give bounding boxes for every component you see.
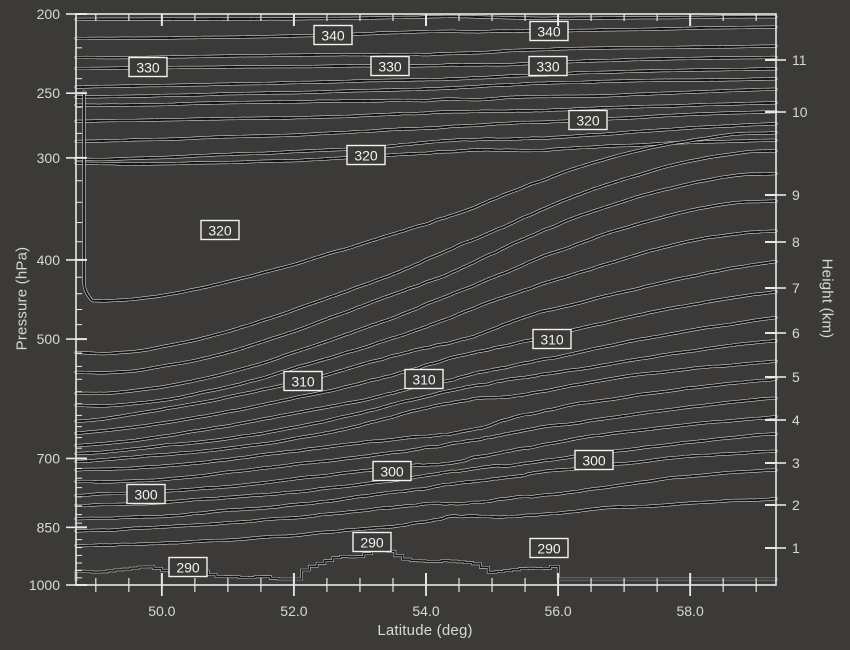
contour-label-text: 300: [134, 487, 158, 503]
y2-tick-label: 9: [792, 187, 800, 203]
x-tick-label: 58.0: [677, 603, 704, 619]
contour-label-text: 310: [291, 374, 315, 390]
x-tick-label: 52.0: [280, 603, 307, 619]
contour-label-text: 320: [354, 148, 378, 164]
contour-line-324: [75, 122, 777, 161]
contour-line-298: [75, 397, 777, 483]
contour-label-box: [313, 24, 353, 46]
contour-line-312: [75, 230, 777, 407]
contour-label-box: [532, 328, 572, 350]
contour-label-box: [372, 460, 412, 482]
y-tick-label: 500: [37, 331, 61, 347]
contour-label-box: [168, 556, 208, 578]
contour-line-330: [75, 88, 777, 107]
y2-tick-label: 4: [792, 412, 800, 428]
y-tick-label: 400: [37, 252, 61, 268]
y-tick-label: 700: [37, 450, 61, 466]
contour-halo-320: [82, 90, 778, 303]
contour-line-320: [83, 91, 777, 302]
contour-label-box: [126, 483, 166, 505]
contour-halo-318: [74, 149, 778, 356]
x-tick-label: 50.0: [148, 603, 175, 619]
contour-line-302: [75, 360, 777, 463]
contour-label-box: [370, 55, 410, 77]
contour-line-292: [75, 450, 777, 520]
x-tick-label: 56.0: [544, 603, 571, 619]
contour-halo-300: [74, 377, 778, 472]
contour-line-338: [75, 45, 777, 59]
contour-label-text: 340: [537, 24, 561, 40]
y2-tick-label: 2: [792, 497, 800, 513]
contour-label-text: 320: [576, 113, 600, 129]
y2-tick-label: 3: [792, 455, 800, 471]
y2-tick-label: 11: [792, 52, 807, 68]
contour-label-text: 340: [321, 28, 345, 44]
contour-label-box: [528, 55, 568, 77]
y2-tick-label: 5: [792, 369, 800, 385]
contour-line-316: [75, 172, 777, 374]
contour-label-text: 330: [378, 59, 402, 75]
contour-lines: [74, 14, 778, 548]
y-tick-label: 250: [37, 85, 61, 101]
contour-line-310: [75, 260, 777, 423]
y2-tick-label: 6: [792, 325, 800, 341]
contour-line-328: [75, 101, 777, 123]
contour-label-text: 320: [208, 223, 232, 239]
contour-line-340: [75, 26, 777, 40]
contour-label-text: 300: [380, 464, 404, 480]
y2-tick-label: 8: [792, 234, 800, 250]
y-tick-label: 850: [37, 519, 61, 535]
axes: 200 250 300 400 500 700 850 1000 1 2 3 4 5 6 7 8 9 10 11 50…: [29, 6, 808, 619]
contour-label-text: 290: [360, 535, 384, 551]
contour-line-322: [75, 139, 777, 166]
y-tick-label: 300: [37, 150, 61, 166]
contour-line-336: [75, 56, 777, 70]
contour-label-box: [529, 537, 569, 559]
contour-label-text: 330: [136, 60, 160, 76]
contour-label-box: [200, 219, 240, 241]
y-axis-title-height: Height (km): [818, 258, 836, 339]
contour-label-text: 310: [540, 332, 564, 348]
contour-line-288: [75, 497, 777, 547]
y-tick-label: 1000: [29, 577, 60, 593]
y2-tick-label: 7: [792, 280, 800, 296]
x-tick-label: 54.0: [412, 603, 439, 619]
contour-line-314: [75, 200, 777, 395]
contour-halo-296: [74, 415, 778, 498]
y-axis-title-pressure: Pressure (hPa): [13, 246, 31, 351]
contour-label-box: [568, 109, 608, 131]
contour-label-box: [283, 370, 323, 392]
y2-tick-label: 1: [792, 540, 800, 556]
x-axis-title-latitude: Latitude (deg): [377, 622, 473, 639]
contour-label-box: [529, 20, 569, 42]
contour-line-300: [75, 378, 777, 471]
contour-line-326: [75, 110, 777, 143]
contour-label-box: [574, 449, 614, 471]
contour-halo-298: [74, 396, 778, 484]
contour-line-318: [75, 149, 777, 355]
contour-line-296: [75, 415, 777, 497]
contour-halo-292: [74, 449, 778, 521]
contour-labels: 340 340 330 330 330 320 320 320 310 310 310 300 300 3…: [126, 20, 614, 578]
contour-label-text: 290: [537, 541, 561, 557]
contour-line-308: [75, 290, 777, 435]
contour-label-box: [346, 144, 386, 166]
contour-label-text: 290: [176, 560, 200, 576]
contour-line-334: [75, 67, 777, 89]
contour-line-304: [75, 339, 777, 455]
contour-line-294: [75, 433, 777, 507]
contour-label-text: 310: [412, 372, 436, 388]
y-tick-label: 200: [37, 6, 61, 22]
contour-halo-330: [74, 87, 778, 107]
contour-label-box: [404, 368, 444, 390]
contour-label-text: 330: [536, 59, 560, 75]
contour-label-box: [128, 56, 168, 78]
contour-line-332: [75, 77, 777, 99]
contour-line-290: [75, 469, 777, 532]
y2-tick-label: 10: [792, 104, 808, 120]
contour-label-box: [352, 531, 392, 553]
contour-label-text: 300: [582, 453, 606, 469]
